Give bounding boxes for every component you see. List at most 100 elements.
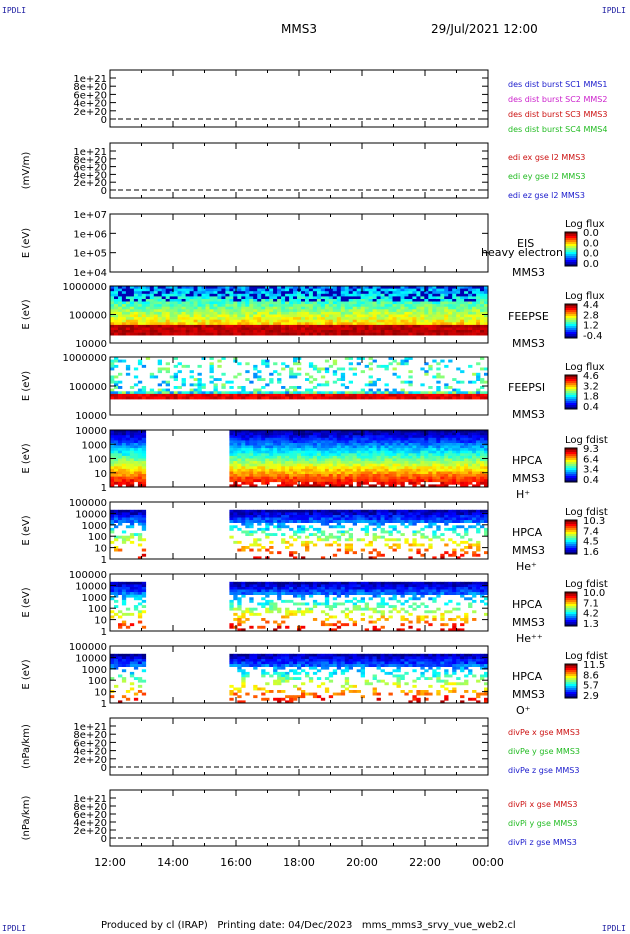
spectrogram-cell	[129, 520, 135, 523]
spectrogram-cell	[261, 306, 266, 310]
spectrogram-cell	[360, 443, 365, 446]
spectrogram-cell	[320, 322, 326, 326]
spectrogram-cell	[384, 317, 389, 320]
spectrogram-cell	[368, 517, 373, 521]
spectrogram-cell	[456, 479, 461, 483]
spectrogram-cell	[161, 309, 166, 313]
spectrogram-cell	[118, 332, 123, 336]
spectrogram-cell	[404, 286, 409, 289]
spectrogram-cell	[392, 311, 397, 315]
spectrogram-cell	[253, 512, 258, 516]
spectrogram-cell	[149, 317, 155, 320]
spectrogram-cell	[241, 468, 246, 472]
spectrogram-cell	[428, 458, 433, 462]
spectrogram-cell	[125, 450, 131, 454]
panel-label: EIS	[517, 237, 534, 250]
spectrogram-cell	[420, 293, 425, 297]
spectrogram-cell	[316, 448, 322, 451]
spectrogram-cell	[360, 393, 365, 397]
spectrogram-cell	[364, 468, 369, 472]
spectrogram-cell	[416, 288, 421, 292]
spectrogram-cell	[456, 463, 461, 467]
spectrogram-cell	[253, 306, 258, 310]
spectrogram-cell	[444, 520, 449, 523]
spectrogram-cell	[464, 288, 469, 292]
spectrogram-cell	[448, 317, 453, 320]
spectrogram-cell	[332, 484, 338, 488]
spectrogram-cell	[118, 450, 123, 454]
spectrogram-cell	[324, 296, 330, 300]
spectrogram-cell	[125, 535, 131, 539]
spectrogram-cell	[281, 515, 286, 518]
spectrogram-cell	[356, 317, 361, 320]
spectrogram-cell	[320, 463, 326, 467]
spectrogram-cell	[456, 520, 461, 523]
spectrogram-cell	[257, 556, 262, 560]
spectrogram-cell	[297, 391, 302, 395]
spectrogram-cell	[201, 314, 206, 318]
spectrogram-cell	[476, 432, 481, 436]
spectrogram-cell	[285, 317, 290, 320]
spectrogram-cell	[217, 314, 222, 318]
spectrogram-cell	[332, 440, 338, 444]
spectrogram-cell	[245, 322, 250, 326]
spectrogram-cell	[189, 391, 194, 395]
spectrogram-cell	[217, 396, 222, 400]
spectrogram-cell	[293, 288, 298, 292]
spectrogram-cell	[205, 324, 210, 328]
spectrogram-cell	[114, 306, 119, 310]
spectrogram-cell	[364, 317, 369, 320]
spectrogram-cell	[412, 322, 417, 326]
spectrogram-cell	[352, 443, 357, 446]
spectrogram-cell	[400, 293, 405, 297]
spectrogram-cell	[332, 286, 338, 289]
spectrogram-cell	[217, 309, 222, 313]
spectrogram-cell	[312, 512, 318, 516]
spectrogram-cell	[368, 453, 373, 457]
spectrogram-cell	[125, 440, 131, 444]
spectrogram-cell	[145, 291, 151, 295]
spectrogram-cell	[476, 299, 481, 302]
spectrogram-cell	[412, 286, 417, 289]
spectrogram-cell	[428, 520, 433, 523]
spectrogram-cell	[372, 517, 377, 521]
spectrogram-cell	[110, 367, 115, 371]
spectrogram-cell	[440, 466, 445, 470]
spectrogram-cell	[110, 378, 115, 381]
spectrogram-cell	[336, 522, 342, 526]
spectrogram-cell	[328, 396, 334, 400]
spectrogram-cell	[344, 471, 350, 475]
spectrogram-cell	[368, 430, 373, 433]
spectrogram-cell	[277, 322, 282, 326]
spectrogram-cell	[332, 370, 338, 374]
spectrogram-cell	[125, 461, 131, 464]
spectrogram-cell	[340, 306, 346, 310]
spectrogram-cell	[118, 286, 123, 289]
spectrogram-cell	[332, 391, 338, 395]
spectrogram-cell	[233, 520, 238, 523]
spectrogram-cell	[452, 291, 457, 295]
spectrogram-cell	[316, 291, 322, 295]
spectrogram-cell	[316, 383, 322, 387]
spectrogram-cell	[261, 443, 266, 446]
spectrogram-cell	[157, 309, 162, 313]
spectrogram-cell	[269, 515, 274, 518]
spectrogram-cell	[328, 314, 334, 318]
spectrogram-cell	[356, 309, 361, 313]
spectrogram-cell	[289, 551, 294, 555]
spectrogram-cell	[133, 396, 139, 400]
spectrogram-cell	[312, 317, 318, 320]
spectrogram-cell	[368, 556, 373, 560]
spectrogram-cell	[428, 515, 433, 518]
spectrogram-cell	[229, 311, 234, 315]
spectrogram-cell	[209, 332, 214, 336]
spectrogram-cell	[265, 443, 270, 446]
spectrogram-cell	[380, 509, 385, 513]
spectrogram-cell	[332, 517, 338, 521]
spectrogram-cell	[241, 522, 246, 526]
spectrogram-cell	[245, 291, 250, 295]
spectrogram-cell	[297, 314, 302, 318]
spectrogram-cell	[388, 440, 393, 444]
spectrogram-cell	[229, 484, 234, 488]
spectrogram-cell	[476, 443, 481, 446]
